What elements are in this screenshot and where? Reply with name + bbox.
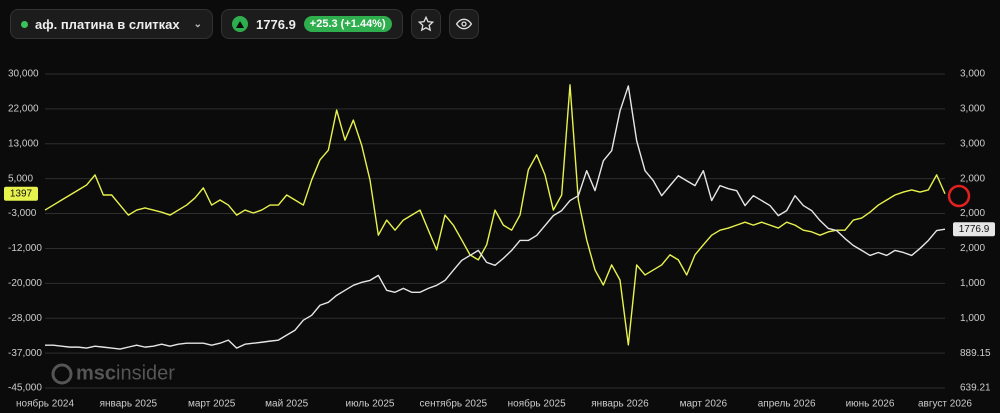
x-tick-label: сентябрь 2025 bbox=[420, 398, 488, 410]
price-change: +25.3 (+1.44%) bbox=[303, 16, 392, 32]
triangle bbox=[236, 20, 245, 28]
y2-tick-label: 3,000 bbox=[960, 138, 985, 149]
x-tick-label: апрель 2026 bbox=[758, 399, 816, 410]
y-tick-label: 30,000 bbox=[8, 69, 39, 80]
series-line bbox=[44, 84, 946, 346]
y2-tick-label: 1,000 bbox=[960, 313, 985, 324]
x-tick-label: август 2026 bbox=[918, 399, 972, 410]
y-tick-label: -28,000 bbox=[8, 313, 42, 324]
y2-tick-label: 2,000 bbox=[960, 208, 985, 219]
highlight-circle bbox=[947, 184, 971, 208]
y2-tick-label: 2,000 bbox=[960, 173, 985, 184]
x-tick-label: март 2025 bbox=[188, 399, 236, 410]
y-tick-label: -3,000 bbox=[8, 208, 37, 219]
up-icon bbox=[232, 16, 249, 32]
series-line bbox=[45, 85, 946, 350]
last-value-box bbox=[953, 222, 995, 237]
watermark-text: insider bbox=[116, 362, 175, 384]
instrument-selector[interactable]: аф. платина в слитках ⌄ bbox=[10, 9, 214, 39]
price-box: 1776.9 +25.3 (+1.44%) bbox=[221, 9, 403, 39]
favorite-button[interactable] bbox=[410, 9, 441, 39]
last-value-box bbox=[4, 186, 38, 201]
visibility-button[interactable] bbox=[448, 9, 479, 39]
price: 1776.9 bbox=[256, 16, 296, 32]
watermark-text: msc bbox=[76, 362, 116, 384]
eye-icon bbox=[455, 18, 472, 30]
x-tick-label: март 2026 bbox=[680, 399, 728, 410]
last-value-label: 1397 bbox=[10, 188, 33, 199]
y2-tick-label: 3,000 bbox=[960, 69, 985, 80]
x-tick-label: май 2025 bbox=[265, 399, 308, 410]
last-value-label: 1776.9 bbox=[959, 224, 990, 235]
x-tick-label: январь 2026 bbox=[591, 399, 649, 410]
instrument-name: аф. платина в слитках bbox=[35, 16, 180, 32]
y-tick-label: -45,000 bbox=[8, 383, 42, 394]
y-tick-label: 13,000 bbox=[8, 138, 39, 149]
y-tick-label: 5,000 bbox=[8, 173, 33, 184]
x-tick-label: ноябрь 2024 bbox=[16, 398, 74, 410]
x-tick-label: ноябрь 2025 bbox=[508, 398, 566, 410]
y2-tick-label: 889.15 bbox=[960, 348, 991, 359]
x-tick-label: июль 2025 bbox=[346, 399, 395, 410]
x-tick-label: январь 2025 bbox=[100, 399, 158, 410]
status-dot bbox=[21, 20, 28, 28]
watermark: msc insider bbox=[51, 362, 175, 385]
x-tick-label: июнь 2026 bbox=[846, 399, 895, 410]
y2-tick-label: 2,000 bbox=[960, 243, 985, 254]
y2-tick-label: 1,000 bbox=[960, 278, 985, 289]
y-tick-label: -20,000 bbox=[8, 278, 42, 289]
star-icon bbox=[417, 16, 434, 32]
y2-tick-label: 639.21 bbox=[960, 383, 991, 394]
toolbar: аф. платина в слитках ⌄ 1776.9 +25.3 (+1… bbox=[10, 9, 479, 39]
y2-tick-label: 3,000 bbox=[960, 104, 985, 115]
chevron: ⌄ bbox=[193, 18, 203, 30]
y-tick-label: -37,000 bbox=[8, 348, 42, 359]
y-tick-label: -12,000 bbox=[8, 243, 42, 254]
y-tick-label: 22,000 bbox=[8, 104, 39, 115]
watermark-logo bbox=[51, 363, 73, 385]
